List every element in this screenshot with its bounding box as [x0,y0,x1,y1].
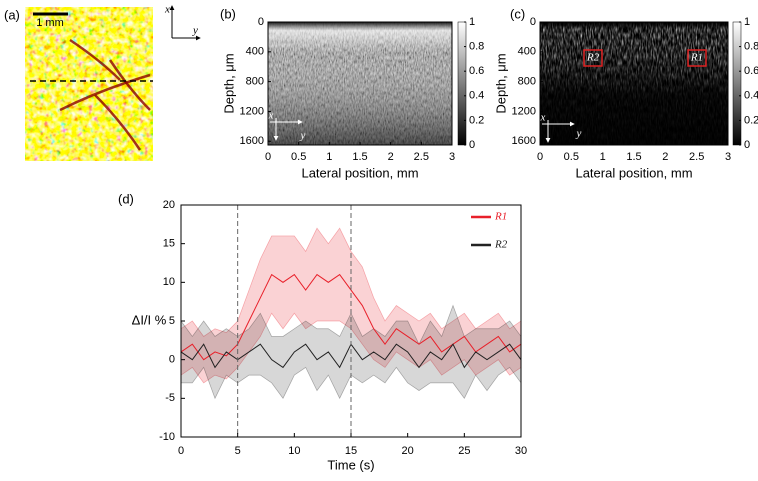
y-tick-label: 0 [530,16,536,28]
colorbar-tick-label: 0 [469,139,475,151]
y-tick-label: 1200 [240,105,264,117]
colorbar [457,21,467,146]
colorbar-tick-label: 0.2 [744,114,758,126]
x-tick-label: 1.5 [626,151,641,163]
oct-shading [268,22,452,145]
y-tick-label: 0 [258,16,264,28]
y-axis-label: ΔI/I % [132,312,167,327]
panel-label: (c) [510,6,525,21]
y-tick-label: 5 [169,315,175,327]
panel-label: (d) [118,191,134,206]
axis-annotation: y [192,25,198,37]
y-tick-label: 400 [246,46,264,58]
x-axis-label: Time (s) [327,457,374,472]
x-tick-label: 25 [458,445,470,457]
x-tick-label: 15 [345,445,357,457]
vessel [69,38,121,81]
annotation: x [540,112,546,124]
x-tick-label: 0 [178,445,184,457]
tissue-image [25,7,153,161]
y-tick-label: 20 [163,199,175,211]
annotation: y [300,130,306,142]
x-tick-label: 1 [600,151,606,163]
colorbar-tick-label: 0.8 [744,41,758,53]
colorbar-tick-label: 1 [744,16,750,28]
x-tick-label: 0.5 [291,151,306,163]
colorbar-tick-label: 0.2 [469,114,484,126]
x-tick-label: 2.5 [414,151,429,163]
annotation: y [576,128,582,140]
scale-label: 1 mm [36,17,64,29]
x-axis-label: Lateral position, mm [575,165,692,180]
region-box [583,49,603,67]
panel-label: (b) [220,6,236,21]
colorbar-tick-label: 0.8 [469,41,484,53]
y-tick-label: 10 [163,276,175,288]
vessel [94,94,142,151]
x-tick-label: 0 [265,151,271,163]
y-tick-label: 400 [518,46,536,58]
x-axis-label: Lateral position, mm [301,165,418,180]
x-tick-label: 0 [537,151,543,163]
colorbar-tick-label: 1 [469,16,475,28]
y-tick-label: 1600 [512,135,536,147]
vessel [59,73,151,112]
legend-label: R2 [494,239,508,251]
x-tick-label: 1.5 [352,151,367,163]
colorbar-tick-label: 0.6 [469,65,484,77]
x-tick-label: 20 [402,445,414,457]
oct-shading [540,22,728,145]
y-tick-label: -10 [159,431,175,443]
tissue-map [25,7,153,161]
x-tick-label: 10 [288,445,300,457]
annotation: R2 [586,52,600,64]
x-tick-label: 3 [725,151,731,163]
colorbar-tick-label: 0.4 [469,90,484,102]
y-tick-label: -5 [165,392,175,404]
annotation: x [268,110,274,122]
x-tick-label: 3 [449,151,455,163]
y-axis-label: Depth, μm [493,53,508,113]
y-tick-label: 1600 [240,135,264,147]
colorbar-tick-label: 0 [744,139,750,151]
x-tick-label: 1 [326,151,332,163]
y-tick-label: 0 [169,354,175,366]
axis-annotation: x [164,4,170,16]
y-tick-label: 15 [163,238,175,250]
region-box [687,49,707,67]
panel-label: (a) [4,7,20,22]
colorbar-tick-label: 0.6 [744,65,758,77]
y-axis-label: Depth, μm [221,53,236,113]
x-tick-label: 30 [515,445,527,457]
x-tick-label: 0.5 [564,151,579,163]
y-tick-label: 800 [246,76,264,88]
x-tick-label: 2 [388,151,394,163]
x-tick-label: 2.5 [689,151,704,163]
x-tick-label: 2 [662,151,668,163]
x-tick-label: 5 [235,445,241,457]
y-tick-label: 800 [518,76,536,88]
annotation: R1 [690,52,703,64]
y-tick-label: 1200 [512,105,536,117]
colorbar [732,21,742,146]
legend-label: R1 [494,211,507,223]
colorbar-tick-label: 0.4 [744,90,758,102]
vessel [108,59,151,111]
